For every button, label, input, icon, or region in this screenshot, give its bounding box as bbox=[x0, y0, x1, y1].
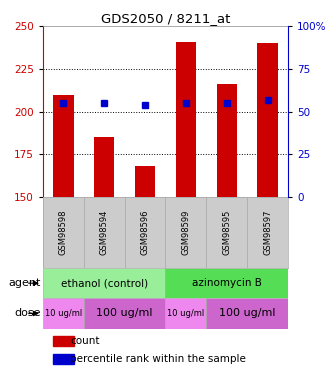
Bar bbox=[43, 197, 84, 268]
Text: dose: dose bbox=[14, 309, 41, 318]
Bar bbox=[43, 298, 84, 328]
Text: ethanol (control): ethanol (control) bbox=[61, 278, 148, 288]
Text: agent: agent bbox=[8, 278, 41, 288]
Text: count: count bbox=[70, 336, 100, 346]
Text: 10 ug/ml: 10 ug/ml bbox=[167, 309, 205, 318]
Text: GSM98597: GSM98597 bbox=[263, 210, 272, 255]
Bar bbox=[257, 44, 278, 197]
Bar bbox=[53, 354, 74, 364]
Text: 100 ug/ml: 100 ug/ml bbox=[96, 309, 153, 318]
Text: 100 ug/ml: 100 ug/ml bbox=[219, 309, 275, 318]
Bar bbox=[53, 336, 74, 346]
Text: 10 ug/ml: 10 ug/ml bbox=[45, 309, 82, 318]
Text: azinomycin B: azinomycin B bbox=[192, 278, 262, 288]
Text: GSM98595: GSM98595 bbox=[222, 210, 231, 255]
Bar bbox=[166, 298, 206, 328]
Bar bbox=[94, 137, 115, 197]
Bar bbox=[43, 268, 166, 298]
Bar bbox=[166, 197, 206, 268]
Text: GSM98599: GSM98599 bbox=[181, 210, 190, 255]
Text: GSM98598: GSM98598 bbox=[59, 210, 68, 255]
Bar bbox=[206, 197, 247, 268]
Bar bbox=[84, 197, 125, 268]
Bar bbox=[84, 298, 166, 328]
Bar bbox=[216, 84, 237, 197]
Bar bbox=[206, 298, 288, 328]
Title: GDS2050 / 8211_at: GDS2050 / 8211_at bbox=[101, 12, 230, 25]
Bar bbox=[247, 197, 288, 268]
Bar bbox=[125, 197, 166, 268]
Text: GSM98594: GSM98594 bbox=[100, 210, 109, 255]
Bar bbox=[53, 94, 73, 197]
Text: percentile rank within the sample: percentile rank within the sample bbox=[70, 354, 246, 364]
Bar bbox=[135, 166, 155, 197]
Text: GSM98596: GSM98596 bbox=[141, 210, 150, 255]
Bar bbox=[166, 268, 288, 298]
Bar bbox=[176, 42, 196, 197]
